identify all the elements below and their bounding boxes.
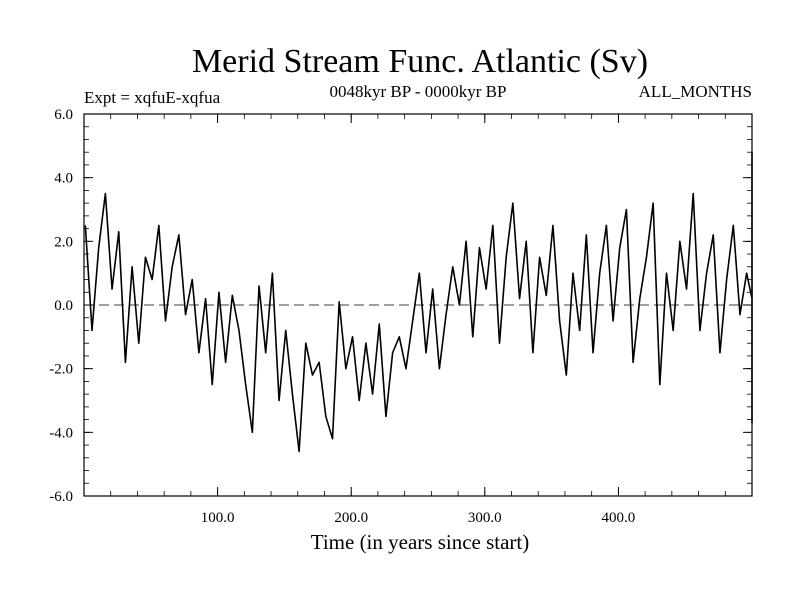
y-tick-label: -2.0 xyxy=(49,362,73,378)
y-tick-label: 4.0 xyxy=(54,171,73,187)
data-series-line xyxy=(84,151,753,453)
y-tick-label: 6.0 xyxy=(54,107,73,123)
x-tick-label: 100.0 xyxy=(201,510,235,526)
y-tick-label: -4.0 xyxy=(49,425,73,441)
months-label: ALL_MONTHS xyxy=(639,82,752,101)
time-range-label: 0048kyr BP - 0000kyr BP xyxy=(330,82,507,101)
series-layer xyxy=(84,151,753,453)
chart-title: Merid Stream Func. Atlantic (Sv) xyxy=(192,43,648,80)
x-tick-label: 300.0 xyxy=(468,510,502,526)
y-tick-label: 0.0 xyxy=(54,298,73,314)
experiment-label: Expt = xqfuE-xqfua xyxy=(84,88,221,107)
y-tick-label: -6.0 xyxy=(49,489,73,505)
x-axis-label: Time (in years since start) xyxy=(311,530,530,554)
x-tick-label: 200.0 xyxy=(334,510,368,526)
y-tick-label: 2.0 xyxy=(54,234,73,250)
axes-layer: -6.0 -4.0 -2.0 0.0 2.0 4.0 6.0 100.0 200.0 300.0 4… xyxy=(49,107,752,526)
x-tick-label: 400.0 xyxy=(602,510,636,526)
plot-frame xyxy=(83,113,753,497)
